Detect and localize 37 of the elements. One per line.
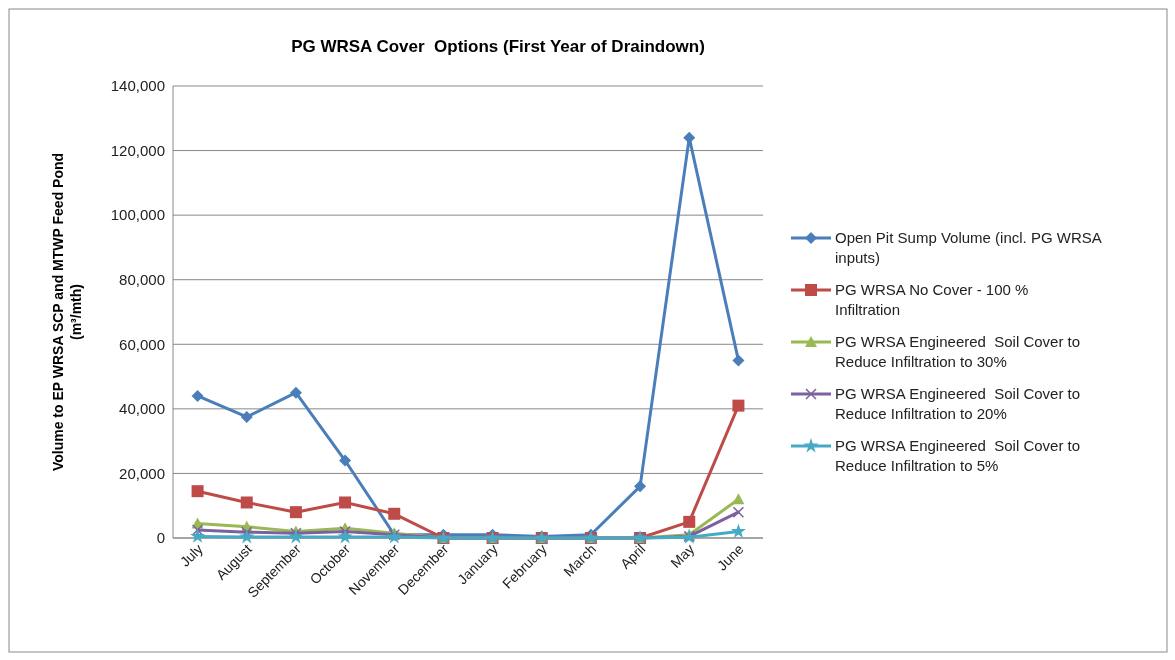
y-axis-title: Volume to EP WRSA SCP and MTWP Feed Pond (m³/mth) xyxy=(50,152,84,472)
point xyxy=(730,523,746,538)
point xyxy=(732,399,745,412)
point xyxy=(732,354,745,367)
point xyxy=(388,507,401,520)
legend-label: Open Pit Sump Volume (incl. PG WRSA inputs) xyxy=(835,229,1102,267)
point xyxy=(339,454,352,467)
point xyxy=(683,515,696,528)
legend-label: PG WRSA Engineered Soil Cover to Reduce Infiltration to 30% xyxy=(835,333,1081,371)
point xyxy=(337,529,353,544)
y-tick-label: 80,000 xyxy=(119,270,165,288)
point xyxy=(288,529,304,544)
point xyxy=(240,410,253,423)
point xyxy=(191,485,204,498)
y-tick-label: 40,000 xyxy=(119,400,165,418)
y-tick-label: 60,000 xyxy=(119,335,165,353)
point xyxy=(239,529,255,544)
chart-title: PG WRSA Cover Options (First Year of Draindown) xyxy=(291,37,705,56)
point xyxy=(289,506,302,519)
y-tick-label: 20,000 xyxy=(119,464,165,482)
x-tick-label: July xyxy=(176,540,206,570)
y-tick-label: 0 xyxy=(156,529,165,547)
point xyxy=(732,506,745,518)
point xyxy=(339,496,352,509)
x-tick-label: May xyxy=(667,540,698,571)
point xyxy=(732,493,745,505)
point xyxy=(289,386,302,399)
y-tick-label: 100,000 xyxy=(110,206,165,224)
legend-label: PG WRSA Engineered Soil Cover to Reduce Infiltration to 5% xyxy=(835,437,1081,475)
legend-label: PG WRSA Engineered Soil Cover to Reduce Infiltration to 20% xyxy=(835,385,1081,423)
point xyxy=(190,528,206,543)
y-tick-label: 140,000 xyxy=(110,77,165,95)
point xyxy=(634,480,647,493)
point xyxy=(191,389,204,402)
point xyxy=(240,496,253,509)
y-tick-label: 120,000 xyxy=(110,141,165,159)
legend-label: PG WRSA No Cover - 100 % Infiltration xyxy=(835,281,1029,319)
